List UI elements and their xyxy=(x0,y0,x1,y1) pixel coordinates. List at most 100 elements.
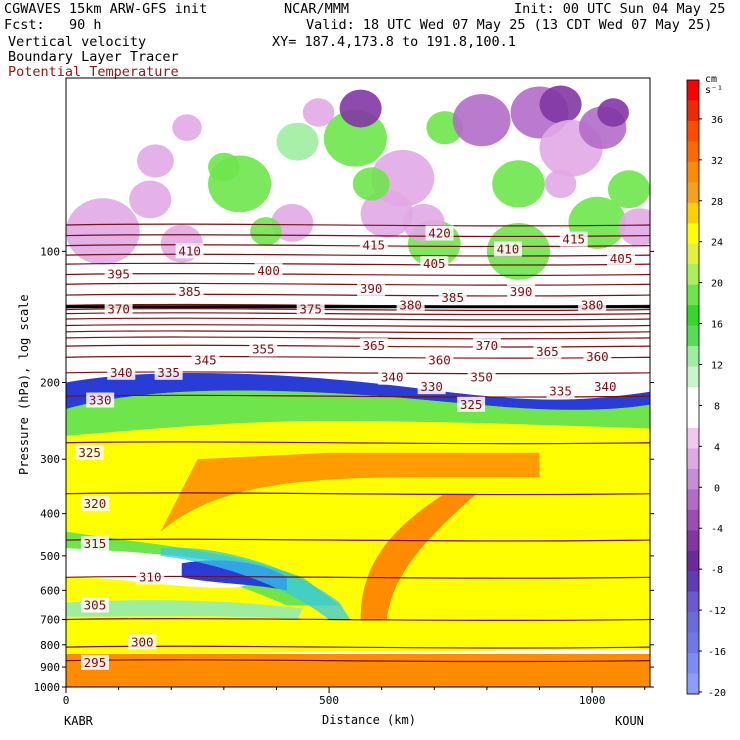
theta-label-38: 415 xyxy=(362,238,385,253)
colorbar-label-12: -8 xyxy=(711,565,723,576)
theta-contour-370 xyxy=(66,312,650,316)
y-tick-label-400: 400 xyxy=(40,508,60,521)
colorbar-swatch-18 xyxy=(687,427,699,449)
cyan-streak xyxy=(160,547,351,620)
vv-blob-7 xyxy=(339,89,382,128)
theta-label-24: 370 xyxy=(107,302,130,317)
theta-label-30: 390 xyxy=(360,281,383,296)
theta-label-bg-11 xyxy=(191,352,220,368)
theta-contour-320 xyxy=(66,492,650,496)
x-axis-label: Distance (km) xyxy=(322,713,416,727)
green-band xyxy=(66,390,650,436)
colorbar-label-7: 12 xyxy=(711,360,723,371)
theta-contour-395 xyxy=(66,273,650,276)
colorbar-label-6: 16 xyxy=(711,320,723,331)
vv-blob-11 xyxy=(492,160,545,208)
theta-label-bg-1 xyxy=(80,654,109,670)
theta-label-bg-33 xyxy=(254,263,283,279)
colorbar-swatch-17 xyxy=(687,407,699,429)
theta-label-bg-21 xyxy=(457,396,486,412)
colorbar-label-5: 20 xyxy=(711,279,723,290)
colorbar-swatch-28 xyxy=(687,632,699,654)
header-line2-left: Fcst: 90 h xyxy=(4,17,102,33)
colorbar-swatch-24 xyxy=(687,550,699,572)
header-line4-left: Boundary Layer Tracer xyxy=(8,49,179,65)
theta-label-8: 330 xyxy=(89,393,112,408)
theta-contour-295 xyxy=(66,659,650,663)
colorbar-label-2: 32 xyxy=(711,156,723,167)
theta-label-bg-3 xyxy=(80,597,109,613)
theta-label-bg-30 xyxy=(357,280,386,296)
colorbar-swatch-8 xyxy=(687,223,699,245)
theta-contour-325 xyxy=(66,441,650,445)
theta-label-bg-35 xyxy=(607,250,636,266)
colorbar-label-11: -4 xyxy=(711,524,723,535)
theta-label-39: 415 xyxy=(562,232,585,247)
colorbar-swatch-2 xyxy=(687,100,699,122)
y-tick-label-600: 600 xyxy=(40,584,60,597)
theta-label-bg-38 xyxy=(359,237,388,253)
theta-label-4: 310 xyxy=(139,569,162,584)
theta-label-15: 370 xyxy=(476,338,499,353)
theta-label-bg-17 xyxy=(583,349,612,365)
theta-contour-350 xyxy=(66,336,650,340)
theta-label-bg-15 xyxy=(472,338,501,354)
theta-label-bg-18 xyxy=(467,369,496,385)
theta-label-bg-23 xyxy=(591,379,620,395)
theta-contour-420 xyxy=(66,223,650,227)
theta-contour-400 xyxy=(66,262,650,266)
colorbar-frame xyxy=(686,79,700,695)
colorbar-swatch-23 xyxy=(687,530,699,552)
theta-label-33: 400 xyxy=(257,263,280,278)
vv-blob-3 xyxy=(172,114,202,141)
colorbar-label-3: 28 xyxy=(711,197,723,208)
y-tick-label-100: 100 xyxy=(40,245,60,258)
vv-blob-5 xyxy=(302,98,335,127)
theta-label-bg-4 xyxy=(136,569,165,585)
colorbar-unit: cm s⁻¹ xyxy=(705,74,724,96)
theta-label-18: 350 xyxy=(470,370,493,385)
theta-label-bg-26 xyxy=(396,297,425,313)
theta-label-11: 345 xyxy=(194,352,217,367)
vv-blob-20 xyxy=(208,152,240,182)
theta-label-6: 320 xyxy=(84,496,107,511)
theta-contour-385 xyxy=(66,293,650,297)
theta-label-36: 410 xyxy=(178,243,201,258)
vv-blob-29 xyxy=(618,208,650,247)
theta-label-17: 360 xyxy=(586,349,609,364)
colorbar-swatch-9 xyxy=(687,243,699,265)
theta-label-bg-2 xyxy=(128,634,157,650)
theta-contour-355 xyxy=(66,330,650,334)
theta-label-bg-28 xyxy=(578,297,607,313)
theta-contour-375 xyxy=(66,308,650,311)
colorbar-swatch-1 xyxy=(687,80,699,101)
theta-contour-360 xyxy=(66,324,650,327)
theta-label-bg-10 xyxy=(107,364,136,380)
colorbar-swatch-27 xyxy=(687,612,699,634)
theta-label-7: 325 xyxy=(78,445,101,460)
x-start-station: KABR xyxy=(64,714,93,728)
colorbar-swatch-26 xyxy=(687,591,699,613)
cyan-band xyxy=(66,600,303,620)
colorbar-swatch-15 xyxy=(687,366,699,388)
theta-label-bg-31 xyxy=(507,284,536,300)
theta-label-bg-27 xyxy=(438,290,467,306)
theta-label-bg-12 xyxy=(249,341,278,357)
theta-label-37: 410 xyxy=(497,241,520,256)
theta-label-21: 325 xyxy=(460,397,483,412)
x-tick-label-1000: 1000 xyxy=(579,694,606,707)
colorbar-swatch-7 xyxy=(687,202,699,224)
y-tick-label-500: 500 xyxy=(40,550,60,563)
vv-blob-27 xyxy=(544,169,577,199)
theta-label-31: 390 xyxy=(510,284,533,299)
theta-label-bg-13 xyxy=(359,338,388,354)
theta-label-22: 335 xyxy=(549,384,572,399)
y-tick-label-800: 800 xyxy=(40,639,60,652)
theta-label-bg-9 xyxy=(154,364,183,380)
theta-label-20: 330 xyxy=(420,379,443,394)
colorbar-label-4: 24 xyxy=(711,238,723,249)
theta-contour-340 xyxy=(66,355,650,359)
theta-contour-405 xyxy=(66,253,650,257)
colorbar-swatch-21 xyxy=(687,489,699,511)
theta-label-bg-29 xyxy=(175,284,204,300)
